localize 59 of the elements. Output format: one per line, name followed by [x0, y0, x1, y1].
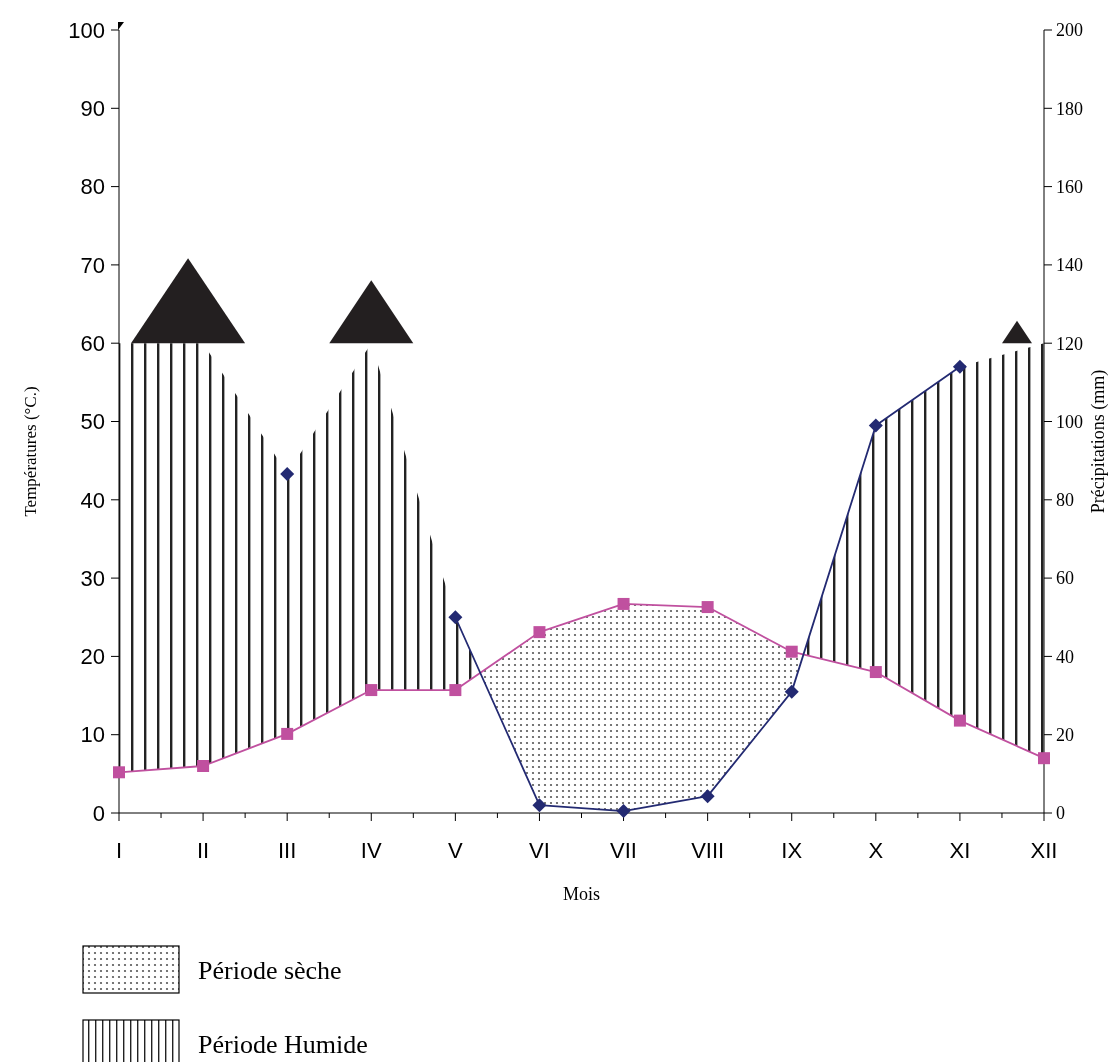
point [785, 645, 798, 658]
y-axis-title: Températures (°C.) [21, 386, 40, 517]
point [532, 798, 547, 813]
y2-tick-label: 120 [1056, 333, 1083, 354]
y-tick-label: 100 [68, 17, 105, 43]
point [616, 804, 631, 819]
y-tick-label: 0 [92, 800, 105, 826]
x-tick-label: II [196, 838, 210, 863]
y2-tick-label: 80 [1056, 490, 1074, 511]
y2-tick-label: 40 [1056, 646, 1074, 667]
x-tick-label: VIII [691, 838, 725, 863]
x-tick-label: IX [781, 838, 803, 863]
point [952, 359, 967, 374]
point [617, 597, 630, 610]
point [113, 766, 125, 779]
y-tick-label: 50 [80, 409, 105, 435]
y2-tick-label: 140 [1056, 255, 1083, 276]
x-tick-label: VI [529, 838, 550, 863]
point [701, 601, 714, 614]
point [784, 684, 799, 699]
x-tick-label: V [448, 838, 464, 863]
y2-tick-label: 180 [1056, 98, 1083, 119]
point [197, 760, 210, 773]
x-tick-label: I [115, 838, 123, 863]
point [365, 684, 378, 697]
x-tick-label: XII [1030, 838, 1058, 863]
y2-tick-label: 160 [1056, 176, 1083, 197]
x-axis-title: Mois [562, 884, 601, 904]
y2-tick-label: 20 [1056, 725, 1074, 745]
y2-tick-label: 60 [1056, 568, 1074, 589]
y-tick-label: 30 [80, 565, 105, 591]
point [700, 789, 715, 804]
y2-tick-label: 100 [1056, 411, 1083, 432]
y-tick-label: 10 [80, 722, 105, 748]
point [281, 727, 294, 740]
x-tick-label: X [868, 838, 884, 863]
y2-tick-label: 200 [1056, 20, 1083, 41]
text: Période sèche [198, 956, 342, 986]
y-tick-label: 60 [80, 330, 105, 356]
y-tick-label: 70 [80, 252, 105, 278]
y2-axis-title: Précipitations (mm) [1088, 369, 1109, 514]
point [953, 714, 966, 727]
point [449, 684, 462, 697]
point [869, 666, 882, 679]
x-tick-label: IV [360, 838, 382, 863]
x-tick-label: III [278, 838, 297, 863]
y-tick-label: 40 [80, 487, 105, 513]
point [280, 466, 295, 481]
x-tick-label: XI [949, 838, 971, 863]
y-tick-label: 20 [80, 644, 105, 670]
point [448, 610, 463, 625]
point [533, 626, 546, 639]
x-tick-label: VII [610, 838, 637, 863]
y-tick-label: 80 [80, 174, 105, 200]
point [1038, 752, 1050, 765]
text: Période Humide [198, 1030, 368, 1060]
y2-tick-label: 0 [1056, 803, 1065, 824]
point [868, 418, 883, 433]
y-tick-label: 90 [80, 96, 105, 121]
